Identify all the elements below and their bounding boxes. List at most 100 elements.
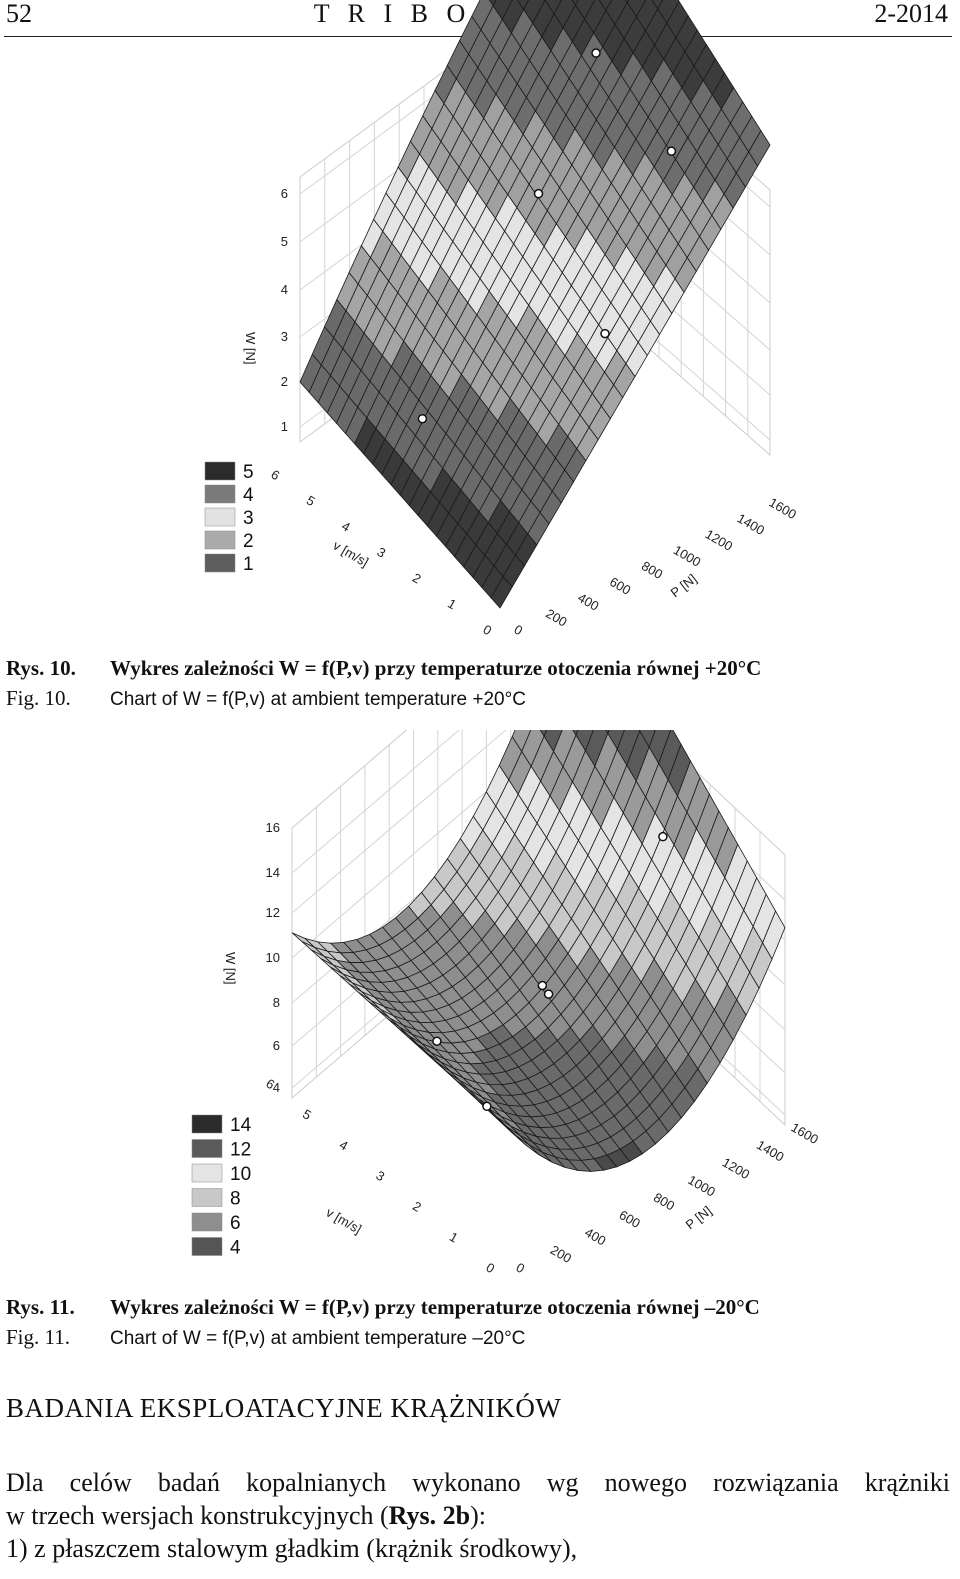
section-heading: BADANIA EKSPLOATACYJNE KRĄŻNIKÓW (6, 1393, 562, 1423)
surface-mesh (299, 0, 771, 609)
figure-10-caption-en: Fig. 10. Chart of W = f(P,v) at ambient t… (6, 686, 526, 710)
legend-label: 10 (230, 1164, 251, 1185)
body-line-1: Dla celów badań kopalnianych wykonano wg… (6, 1468, 950, 1497)
p-tick-label: 1600 (789, 1120, 822, 1147)
v-axis-label: v [m/s] (324, 1205, 365, 1237)
chart-legend: 14 12 10 8 6 4 (191, 1114, 252, 1259)
v-tick-label: 2 (410, 570, 424, 587)
journal-issue: 2-2014 (874, 0, 948, 28)
z-tick-label: 6 (281, 186, 288, 201)
data-point (533, 188, 544, 199)
legend-swatch (191, 1139, 223, 1158)
legend-swatch (204, 530, 236, 550)
data-point (537, 980, 548, 991)
p-tick-label: 1000 (685, 1172, 718, 1199)
p-tick-label: 800 (651, 1190, 677, 1214)
p-tick-label: 400 (582, 1225, 608, 1249)
legend-swatch (191, 1212, 223, 1232)
p-tick-label: 0 (514, 1260, 528, 1277)
z-tick-label: 8 (273, 995, 280, 1010)
data-point (432, 1036, 442, 1046)
legend-label: 8 (230, 1189, 241, 1210)
z-tick-label: 2 (281, 374, 288, 389)
z-axis-label: W [N] (223, 952, 238, 985)
data-point (591, 48, 601, 58)
z-tick-label: 4 (273, 1080, 280, 1095)
p-axis-label: P [N] (668, 571, 700, 600)
p-tick-label: 1200 (703, 526, 736, 553)
p-tick-label: 1400 (754, 1137, 787, 1164)
v-tick-label: 1 (445, 596, 459, 613)
v-tick-label: 2 (410, 1198, 424, 1215)
legend-swatch (204, 461, 236, 481)
p-axis-label: P [N] (683, 1203, 715, 1232)
data-point (600, 328, 610, 339)
p-tick-label: 400 (575, 590, 601, 614)
z-tick-label: 16 (266, 820, 280, 835)
legend-swatch (204, 553, 236, 573)
data-point (482, 1101, 492, 1112)
v-tick-label: 4 (337, 1137, 351, 1154)
legend-label: 3 (243, 508, 254, 529)
legend-label: 14 (230, 1115, 252, 1136)
z-tick-label: 4 (281, 282, 288, 297)
data-point (543, 989, 554, 999)
legend-swatch (191, 1163, 223, 1183)
figure-11-caption-en: Fig. 11. Chart of W = f(P,v) at ambient t… (6, 1325, 526, 1349)
z-tick-label: 5 (281, 234, 288, 249)
data-point (658, 831, 668, 842)
v-tick-label: 5 (304, 492, 318, 509)
legend-swatch (204, 507, 236, 527)
surface-mesh (291, 730, 786, 1172)
p-tick-label: 200 (548, 1242, 574, 1266)
v-tick-label: 4 (339, 518, 353, 535)
v-axis-label: v [m/s] (331, 538, 372, 570)
legend-swatch (191, 1237, 223, 1256)
legend-label: 4 (230, 1238, 241, 1259)
v-tick-label: 0 (481, 622, 495, 639)
v-tick-label: 5 (300, 1106, 314, 1123)
v-tick-label: 3 (374, 1168, 388, 1185)
p-tick-label: 1400 (735, 510, 768, 537)
p-tick-label: 1600 (767, 495, 800, 522)
p-tick-label: 200 (543, 606, 569, 630)
legend-label: 12 (230, 1140, 251, 1161)
z-tick-label: 14 (266, 865, 280, 880)
legend-label: 5 (243, 462, 254, 483)
z-tick-label: 12 (266, 905, 280, 920)
p-tick-label: 600 (617, 1207, 643, 1231)
v-tick-label: 0 (484, 1260, 498, 1277)
z-tick-label: 1 (281, 419, 288, 434)
v-tick-label: 1 (447, 1229, 461, 1246)
legend-label: 6 (230, 1213, 241, 1234)
p-tick-label: 1200 (720, 1155, 753, 1182)
body-line-2: w trzech wersjach konstrukcyjnych (Rys. … (6, 1501, 486, 1530)
page-number: 52 (6, 0, 32, 28)
v-tick-label: 3 (375, 544, 389, 561)
z-axis-label: W [N] (243, 332, 258, 365)
z-tick-label: 10 (266, 950, 280, 965)
body-text: Dla celów badań kopalnianych wykonano wg… (6, 1466, 950, 1565)
legend-label: 1 (243, 554, 254, 575)
p-tick-label: 0 (512, 622, 526, 639)
legend-swatch (191, 1188, 223, 1207)
body-line-3: 1) z płaszczem stalowym gładkim (krążnik… (6, 1534, 578, 1563)
figure-10-caption-pl: Rys. 10. Wykres zależności W = f(P,v) prz… (6, 656, 762, 680)
figure-reference: Rys. 2b (388, 1501, 471, 1530)
legend-swatch (191, 1114, 223, 1134)
data-point (417, 413, 428, 424)
z-tick-label: 3 (281, 329, 288, 344)
legend-label: 4 (243, 485, 254, 506)
legend-swatch (204, 484, 236, 504)
p-tick-label: 600 (607, 574, 633, 598)
p-tick-label: 1000 (671, 542, 704, 569)
p-tick-label: 800 (639, 558, 665, 582)
v-tick-label: 6 (269, 467, 283, 484)
data-point (666, 146, 677, 156)
z-tick-label: 6 (273, 1038, 280, 1053)
legend-label: 2 (243, 531, 254, 552)
figure-11-caption-pl: Rys. 11. Wykres zależności W = f(P,v) prz… (6, 1295, 760, 1319)
